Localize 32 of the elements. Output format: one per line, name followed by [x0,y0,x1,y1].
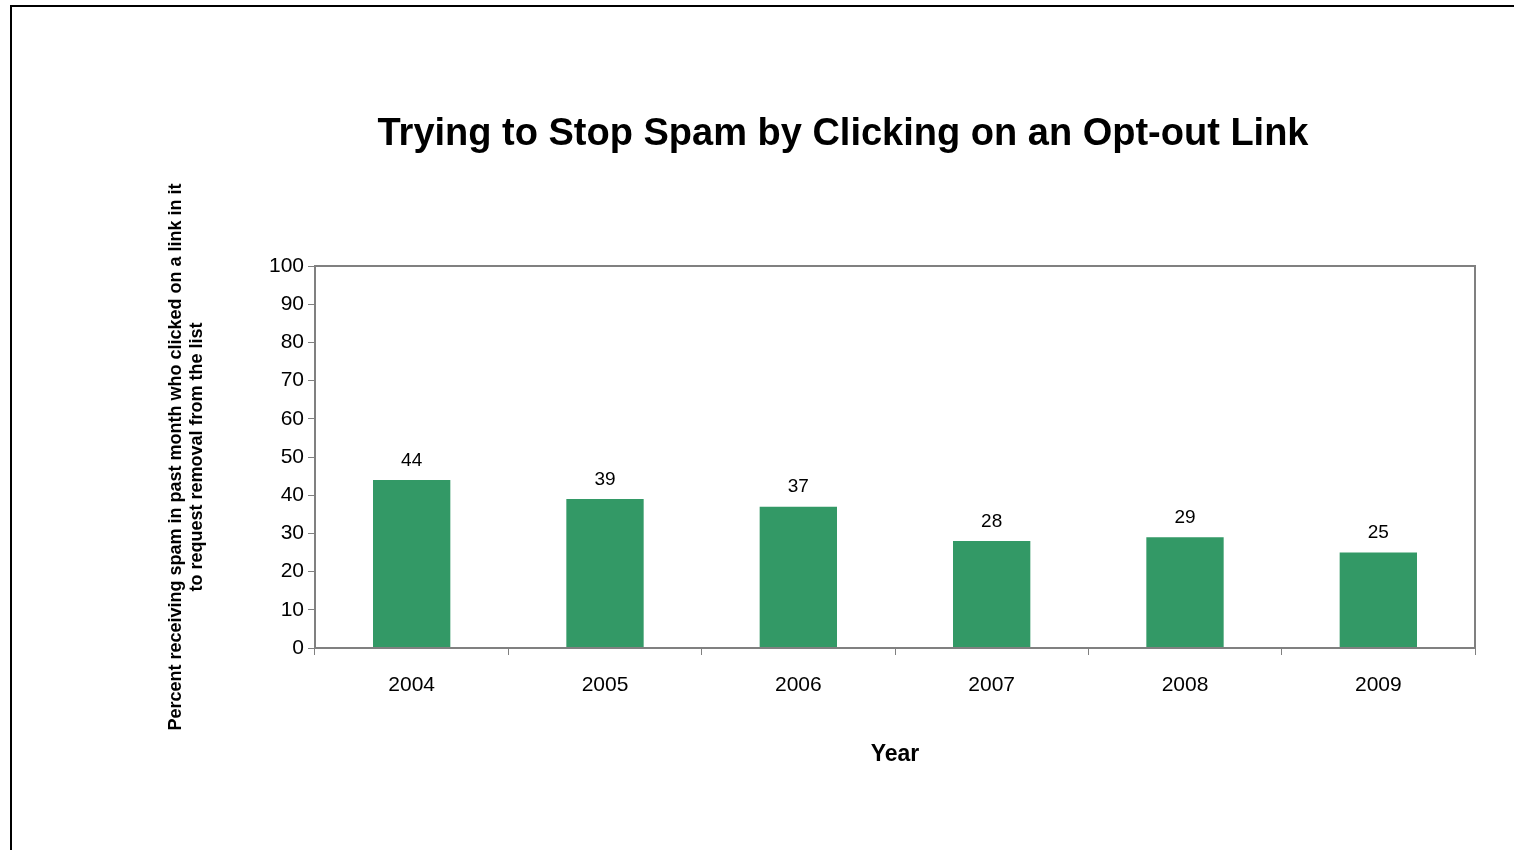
y-tick-label: 90 [280,291,304,314]
x-tick-label: 2005 [581,672,629,696]
bar [1146,537,1224,648]
x-tick-label: 2007 [968,672,1016,696]
y-tick-label: 0 [292,634,304,658]
data-label: 28 [981,509,1003,531]
x-tick-label: 2006 [774,672,822,696]
y-tick-label: 20 [280,558,304,582]
y-tick-label: 80 [280,329,304,353]
x-tick-label: 2008 [1161,672,1209,696]
bar [759,506,837,648]
y-tick-label: 10 [280,596,304,620]
y-tick-label: 60 [280,405,304,429]
x-tick-label: 2009 [1354,672,1402,696]
y-tick-label: 30 [280,520,304,544]
data-label: 29 [1174,505,1196,527]
y-tick-label: 50 [280,443,304,467]
bar [953,541,1031,648]
y-tick-label: 40 [280,482,304,505]
data-label: 39 [594,467,616,489]
bar [1339,552,1417,648]
x-tick-label: 2004 [388,672,436,696]
bar [566,499,644,648]
bar [373,479,451,648]
data-label: 44 [401,448,423,470]
y-axis-title: Percent receiving spam in past month who clicked on a link in it to request removal from the list [164,183,207,731]
data-label: 25 [1367,521,1389,543]
data-label: 37 [787,475,809,497]
y-tick-label: 70 [280,367,304,391]
y-tick-label: 100 [268,252,304,276]
x-axis-title: Year [870,739,920,766]
chart-title: Trying to Stop Spam by Clicking on an Opt-out Link [377,111,1310,154]
